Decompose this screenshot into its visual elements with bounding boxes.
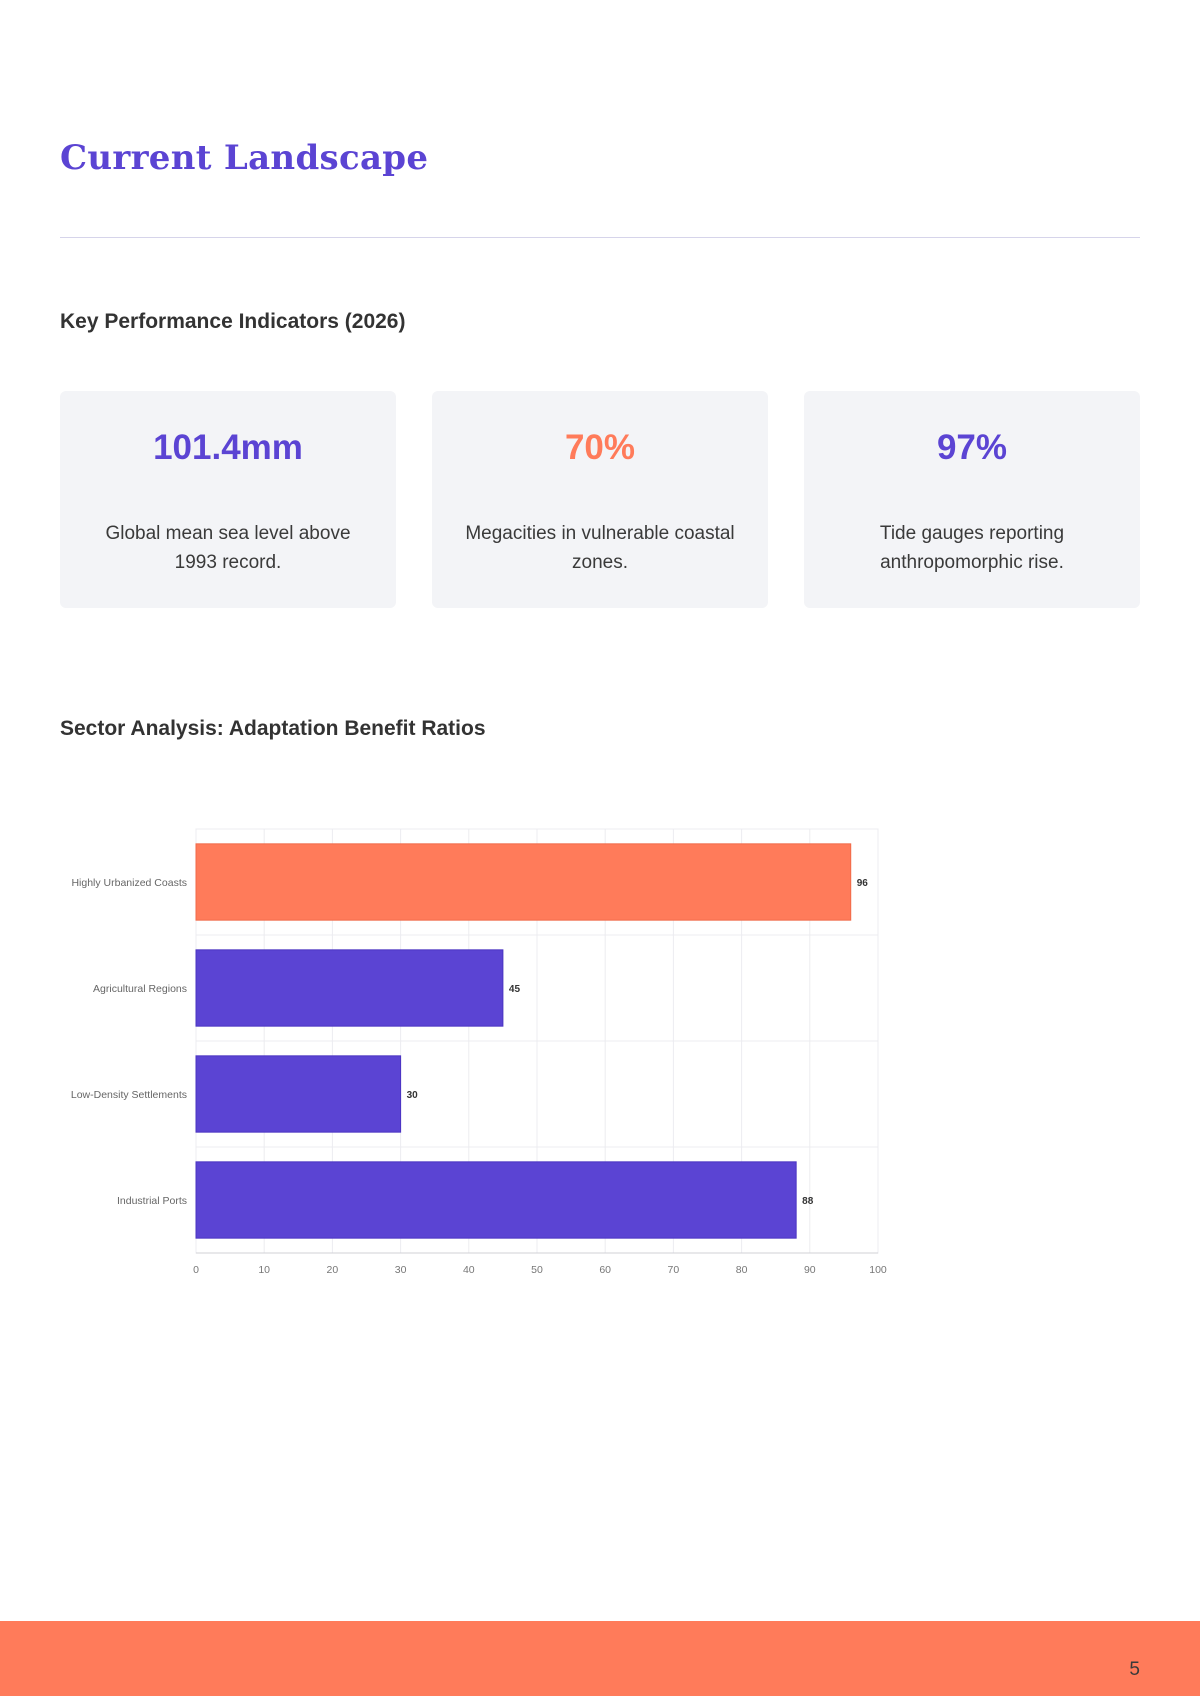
kpi-card-megacities: 70% Megacities in vulnerable coastal zon… bbox=[432, 391, 768, 608]
x-tick-label: 30 bbox=[395, 1264, 407, 1276]
kpi-card-tide-gauges: 97% Tide gauges reporting anthropomorphi… bbox=[804, 391, 1140, 608]
x-tick-label: 80 bbox=[736, 1264, 748, 1276]
x-tick-label: 60 bbox=[599, 1264, 611, 1276]
x-tick-label: 100 bbox=[869, 1264, 887, 1276]
bar-data-label: 96 bbox=[857, 878, 869, 889]
kpi-description: Tide gauges reporting anthropomorphic ri… bbox=[879, 523, 1065, 573]
kpi-description: Megacities in vulnerable coastal zones. bbox=[465, 523, 735, 573]
x-tick-label: 50 bbox=[531, 1264, 543, 1276]
kpi-cards: 101.4mm Global mean sea level above 1993… bbox=[60, 391, 1140, 608]
x-tick-label: 40 bbox=[463, 1264, 475, 1276]
x-tick-label: 20 bbox=[327, 1264, 339, 1276]
x-tick-label: 70 bbox=[668, 1264, 680, 1276]
kpi-description: Global mean sea level above 1993 record. bbox=[105, 523, 351, 573]
kpi-value: 70% bbox=[564, 428, 636, 467]
kpi-value: 101.4mm bbox=[153, 428, 303, 467]
bar-data-label: 88 bbox=[802, 1196, 814, 1207]
x-tick-label: 10 bbox=[258, 1264, 270, 1276]
kpi-value: 97% bbox=[936, 428, 1008, 467]
sector-bar-chart: 96 Highly Urbanized Coasts 45 Agricultural … bbox=[71, 828, 887, 1276]
bar bbox=[195, 949, 504, 1027]
x-tick-label: 90 bbox=[804, 1264, 816, 1276]
y-tick-label: Agricultural Regions bbox=[93, 983, 187, 995]
footer-band bbox=[0, 1621, 1200, 1696]
y-tick-label: Low-Density Settlements bbox=[71, 1089, 187, 1101]
page-title: Current Landscape bbox=[60, 138, 429, 178]
bar bbox=[195, 1055, 402, 1133]
chart-heading: Sector Analysis: Adaptation Benefit Rati… bbox=[60, 717, 486, 740]
y-tick-label: Industrial Ports bbox=[117, 1195, 187, 1207]
bar-data-label: 45 bbox=[509, 984, 521, 995]
kpi-card-sea-level: 101.4mm Global mean sea level above 1993… bbox=[60, 391, 396, 608]
bar bbox=[195, 1161, 797, 1239]
title-divider bbox=[60, 237, 1140, 238]
bar-data-label: 30 bbox=[407, 1090, 419, 1101]
kpi-heading: Key Performance Indicators (2026) bbox=[60, 310, 406, 333]
bar bbox=[195, 843, 852, 921]
y-tick-label: Highly Urbanized Coasts bbox=[71, 877, 187, 889]
page-number: 5 bbox=[1129, 1659, 1140, 1680]
x-tick-label: 0 bbox=[193, 1264, 199, 1276]
